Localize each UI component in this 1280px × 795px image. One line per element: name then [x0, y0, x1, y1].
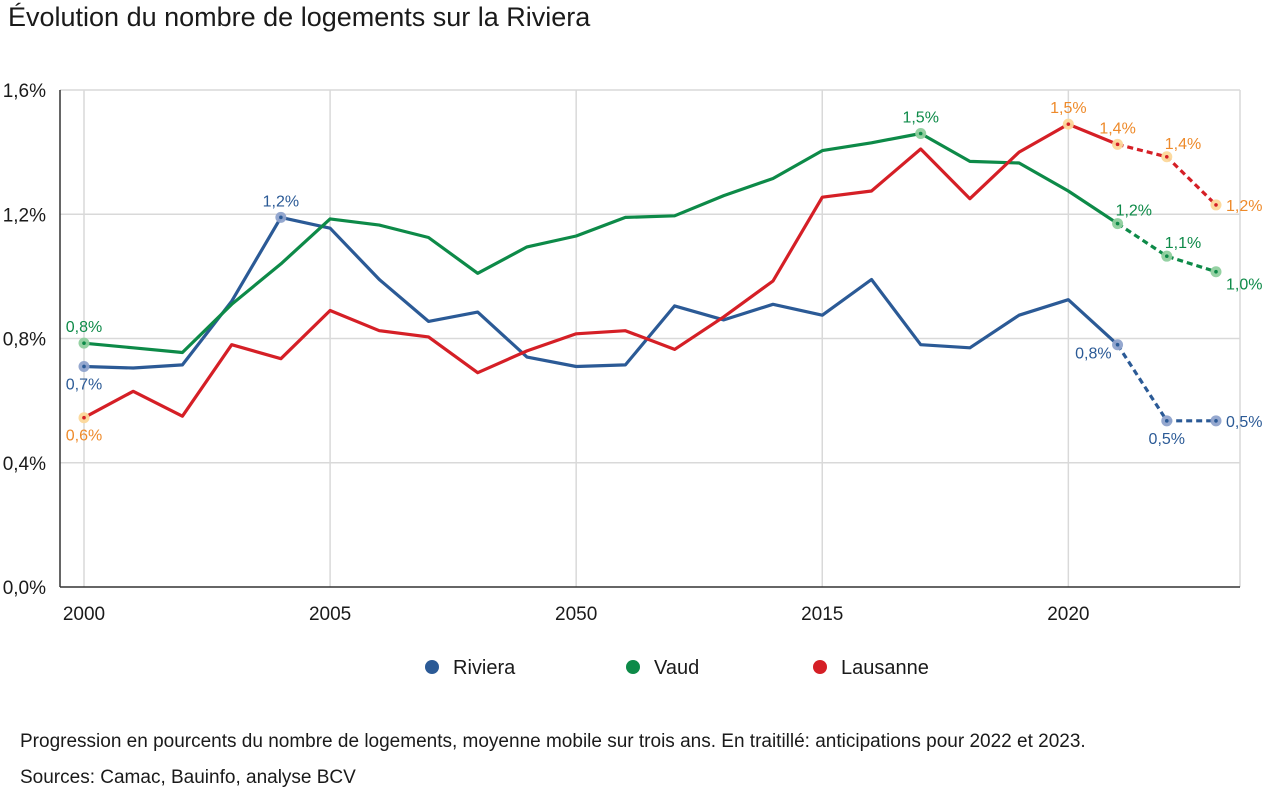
data-point-core-vaud — [1214, 269, 1218, 274]
legend-label-riviera: Riviera — [453, 657, 516, 679]
y-tick-label: 0,4% — [3, 454, 46, 475]
legend-marker-riviera — [425, 660, 439, 674]
data-point-core-vaud — [918, 131, 923, 136]
marker-layer — [78, 118, 1222, 427]
data-point-core-vaud — [1115, 221, 1120, 226]
line-chart: 0,0% 0,4% 0,8% 1,2% 1,6% 2000 2005 2050 2015 2020… — [3, 81, 1263, 679]
data-point-core-lausanne — [1214, 203, 1218, 207]
axis-layer: 0,0% 0,4% 0,8% 1,2% 1,6% 2000 2005 2050 2015 2020 — [3, 81, 1240, 625]
data-label-riviera: 0,7% — [66, 376, 102, 393]
data-point-core-lausanne — [82, 415, 86, 420]
data-point-core-lausanne — [1066, 122, 1071, 126]
data-point-core-riviera — [279, 215, 283, 220]
data-label-vaud: 1,2% — [1116, 203, 1152, 220]
data-label-vaud: 1,1% — [1165, 235, 1201, 252]
series-line-vaud — [82, 131, 1120, 355]
legend-marker-vaud — [626, 660, 640, 674]
y-tick-label: 1,2% — [3, 205, 46, 226]
series-forecast-riviera — [1116, 343, 1216, 423]
chart-title: Évolution du nombre de logements sur la … — [8, 2, 591, 32]
data-label-lausanne: 1,4% — [1099, 120, 1135, 137]
data-point-core-vaud — [1164, 254, 1169, 258]
data-point-core-riviera — [1115, 342, 1120, 347]
data-label-lausanne: 1,5% — [1050, 100, 1086, 117]
data-label-riviera: 0,5% — [1149, 431, 1185, 448]
data-label-riviera: 1,2% — [263, 193, 299, 210]
series-layer — [82, 122, 1218, 423]
data-point-core-lausanne — [1115, 142, 1120, 147]
data-point-core-riviera — [1164, 419, 1169, 423]
x-tick-label: 2015 — [801, 604, 843, 625]
y-tick-label: 0,8% — [3, 330, 46, 351]
data-point-core-riviera — [1214, 419, 1218, 423]
series-forecast-vaud — [1116, 222, 1217, 274]
x-tick-label: 2005 — [309, 604, 351, 625]
y-tick-label: 1,6% — [3, 81, 46, 102]
legend-label-lausanne: Lausanne — [841, 657, 929, 679]
footnote-description: Progression en pourcents du nombre de lo… — [20, 731, 1086, 752]
legend-label-vaud: Vaud — [654, 657, 699, 679]
data-point-core-riviera — [82, 364, 86, 369]
series-line-riviera — [82, 215, 1120, 370]
data-label-lausanne: 1,4% — [1165, 136, 1201, 153]
data-label-riviera: 0,8% — [1075, 346, 1111, 363]
data-label-riviera: 0,5% — [1226, 414, 1262, 431]
label-layer: 0,7% 1,2% 0,8% 0,5% 0,5% 0,8% 1,5% 1,2% 1,1% 1,0%… — [66, 100, 1263, 448]
x-tick-label: 2020 — [1047, 604, 1089, 625]
data-label-vaud: 1,5% — [902, 109, 938, 126]
x-tick-label: 2000 — [63, 604, 105, 625]
y-tick-label: 0,0% — [3, 578, 46, 599]
legend-marker-lausanne — [813, 660, 827, 674]
data-point-core-lausanne — [1164, 154, 1169, 159]
legend: Riviera Vaud Lausanne — [425, 657, 929, 679]
data-label-lausanne: 1,2% — [1226, 198, 1262, 215]
data-point-core-vaud — [82, 341, 86, 345]
data-label-vaud: 0,8% — [66, 319, 102, 336]
data-label-lausanne: 0,6% — [66, 428, 102, 445]
data-label-vaud: 1,0% — [1226, 277, 1262, 294]
x-tick-label: 2050 — [555, 604, 597, 625]
series-line-lausanne — [82, 122, 1120, 420]
footnote-sources: Sources: Camac, Bauinfo, analyse BCV — [20, 767, 356, 788]
